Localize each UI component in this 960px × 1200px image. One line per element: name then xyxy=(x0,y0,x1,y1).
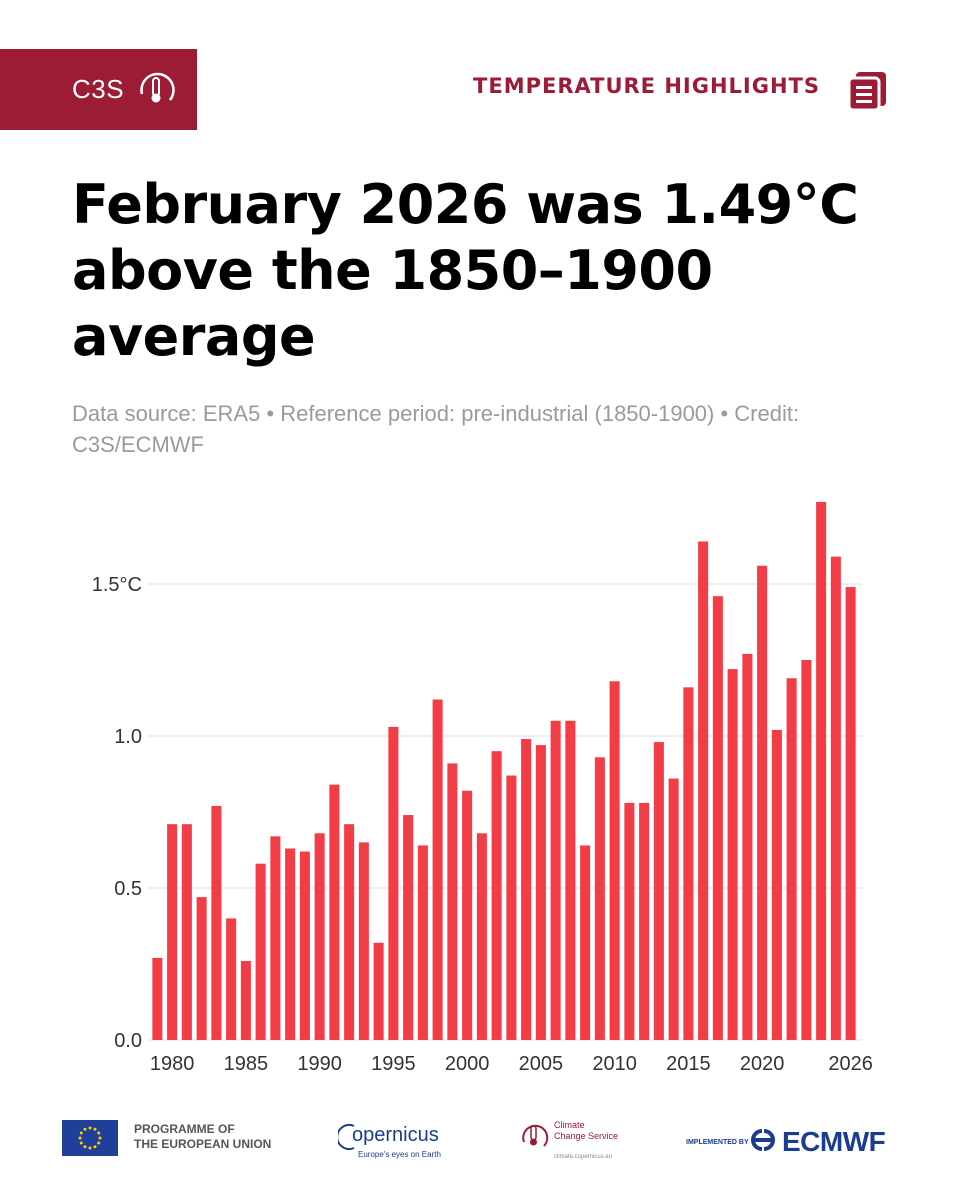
thermometer-cloud-icon xyxy=(140,72,175,102)
x-tick-label-1990: 1990 xyxy=(297,1053,342,1075)
bar-1986 xyxy=(255,863,266,1040)
bar-1981 xyxy=(181,824,192,1040)
bar-1992 xyxy=(344,824,355,1040)
bar-1991 xyxy=(329,784,340,1040)
bar-2015 xyxy=(683,687,694,1040)
bar-2018 xyxy=(727,669,738,1040)
y-tick-label-1: 0.5 xyxy=(114,878,142,900)
bar-1984 xyxy=(226,918,237,1040)
bar-1987 xyxy=(270,836,281,1040)
ecmwf-wordmark: ECMWF xyxy=(782,1126,886,1157)
bar-1983 xyxy=(211,805,222,1040)
bar-1998 xyxy=(432,699,443,1040)
bar-2021 xyxy=(771,729,782,1040)
bar-2008 xyxy=(580,845,591,1040)
bar-2014 xyxy=(668,778,679,1040)
data-source-credit: Data source: ERA5 • Reference period: pr… xyxy=(72,401,800,457)
climate-change-service-logo: Climate Change Service climate.copernicu… xyxy=(516,1116,636,1166)
bar-2003 xyxy=(506,775,517,1040)
bar-2000 xyxy=(462,790,473,1040)
x-tick-label-2020: 2020 xyxy=(740,1053,785,1075)
bar-2025 xyxy=(830,556,841,1040)
bar-1994 xyxy=(373,942,384,1040)
x-tick-label-1985: 1985 xyxy=(224,1053,269,1075)
bar-2019 xyxy=(742,653,753,1040)
bar-2012 xyxy=(639,802,650,1040)
bar-1995 xyxy=(388,726,399,1040)
x-tick-label-2005: 2005 xyxy=(519,1053,564,1075)
bar-2005 xyxy=(535,745,546,1040)
bar-2004 xyxy=(521,739,532,1040)
bar-1982 xyxy=(196,897,207,1040)
y-axis-ticks: 0.0 0.5 1.0 1.5°C xyxy=(92,574,142,1052)
y-tick-label-2: 1.0 xyxy=(114,726,142,748)
x-tick-label-1980: 1980 xyxy=(150,1053,195,1075)
x-tick-label-2015: 2015 xyxy=(666,1053,711,1075)
bar-2020 xyxy=(757,565,768,1040)
copernicus-logo: opernicus Europe's eyes on Earth xyxy=(338,1116,458,1164)
bar-2013 xyxy=(653,742,664,1040)
bar-2022 xyxy=(786,678,797,1040)
ccs-thermometer-icon xyxy=(522,1124,549,1147)
bar-2026 xyxy=(845,587,856,1040)
y-tick-label-0: 0.0 xyxy=(114,1030,142,1052)
bar-2016 xyxy=(698,541,709,1040)
eu-programme-label: PROGRAMME OF THE EUROPEAN UNION xyxy=(134,1122,272,1151)
bar-2006 xyxy=(550,720,561,1040)
implemented-by-label: IMPLEMENTED BY xyxy=(686,1139,749,1146)
bar-1999 xyxy=(447,763,458,1040)
document-icon[interactable] xyxy=(846,68,890,112)
bar-2001 xyxy=(476,833,487,1040)
bar-1990 xyxy=(314,833,325,1040)
bar-1989 xyxy=(299,851,310,1040)
eu-flag-icon xyxy=(62,1120,118,1156)
x-tick-label-2010: 2010 xyxy=(592,1053,637,1075)
temperature-bar-chart: 0.0 0.5 1.0 1.5°C 1980 1985 1990 1995 2000 2005 2… xyxy=(92,501,873,1075)
brand-header: C3S xyxy=(0,49,197,130)
x-tick-label-2000: 2000 xyxy=(445,1053,490,1075)
bar-2010 xyxy=(609,681,620,1040)
section-label: TEMPERATURE HIGHLIGHTS xyxy=(473,74,820,98)
bar-1996 xyxy=(403,815,414,1040)
bar-2011 xyxy=(624,802,635,1040)
bar-2017 xyxy=(712,596,723,1040)
x-axis-ticks: 1980 1985 1990 1995 2000 2005 2010 2015 2020 2026 xyxy=(150,1053,873,1075)
bar-1997 xyxy=(417,845,428,1040)
bars xyxy=(152,501,856,1040)
bar-2002 xyxy=(491,751,502,1040)
bar-1980 xyxy=(167,824,178,1040)
page-title: February 2026 was 1.49°C above the 1850–… xyxy=(72,173,859,368)
bar-1979 xyxy=(152,957,163,1040)
bar-1988 xyxy=(285,848,296,1040)
bar-2009 xyxy=(594,757,605,1040)
bar-2024 xyxy=(816,501,827,1040)
bar-2007 xyxy=(565,720,576,1040)
footer-logos: PROGRAMME OF THE EUROPEAN UNION opernicu… xyxy=(0,1108,960,1168)
ecmwf-symbol-icon xyxy=(751,1129,775,1151)
gridlines xyxy=(148,583,862,1041)
x-tick-label-1995: 1995 xyxy=(371,1053,416,1075)
bar-1985 xyxy=(240,960,251,1040)
x-tick-label-2026: 2026 xyxy=(828,1053,873,1075)
y-tick-label-3: 1.5°C xyxy=(92,574,142,596)
copernicus-c-icon xyxy=(338,1124,355,1150)
bar-2023 xyxy=(801,660,812,1040)
brand-name: C3S xyxy=(72,74,125,104)
bar-1993 xyxy=(358,842,369,1040)
